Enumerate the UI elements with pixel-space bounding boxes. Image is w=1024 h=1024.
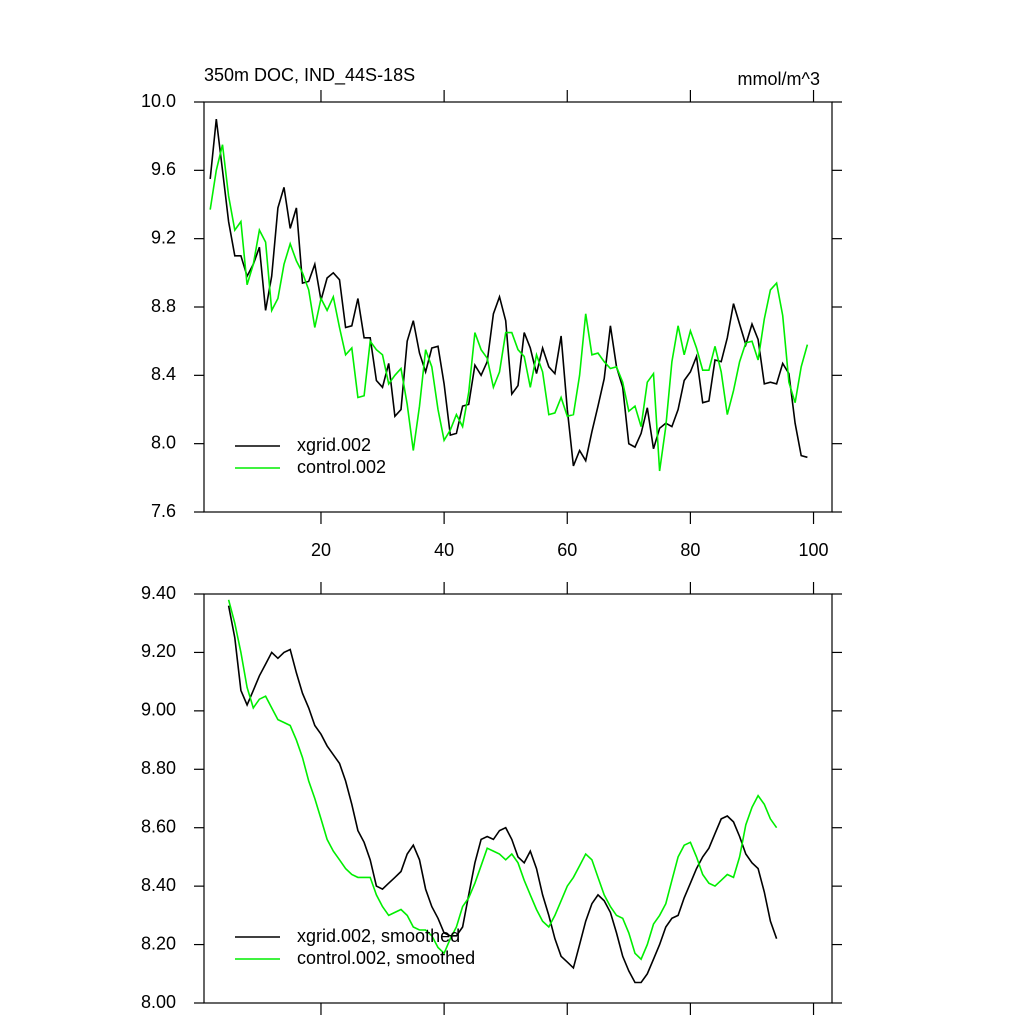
y-tick-label: 8.0 [151,432,176,452]
y-tick-label: 8.20 [141,933,176,953]
y-tick-label: 10.0 [141,91,176,111]
y-tick-label: 8.00 [141,992,176,1012]
units-label: mmol/m^3 [738,69,820,89]
y-tick-label: 8.80 [141,758,176,778]
y-tick-label: 9.40 [141,583,176,603]
y-tick-label: 8.4 [151,364,176,384]
legend-label: control.002 [297,457,386,477]
x-tick-label: 80 [680,540,700,560]
chart-title: 350m DOC, IND_44S-18S [204,65,415,86]
y-tick-label: 8.60 [141,816,176,836]
data-line [209,119,808,467]
y-tick-label: 9.2 [151,227,176,247]
legend-label: xgrid.002 [297,435,371,455]
x-tick-label: 100 [799,540,829,560]
legend-label: control.002, smoothed [297,948,475,968]
plot-frame [203,593,833,1004]
x-tick-label: 40 [434,540,454,560]
data-line [227,599,778,961]
y-tick-label: 7.6 [151,501,176,521]
data-line [209,144,809,472]
y-tick-label: 9.20 [141,641,176,661]
x-tick-label: 20 [311,540,331,560]
data-line [227,605,778,984]
y-tick-label: 9.00 [141,700,176,720]
x-tick-label: 60 [557,540,577,560]
legend-label: xgrid.002, smoothed [297,926,460,946]
y-tick-label: 9.6 [151,159,176,179]
y-tick-label: 8.40 [141,875,176,895]
y-tick-label: 8.8 [151,296,176,316]
